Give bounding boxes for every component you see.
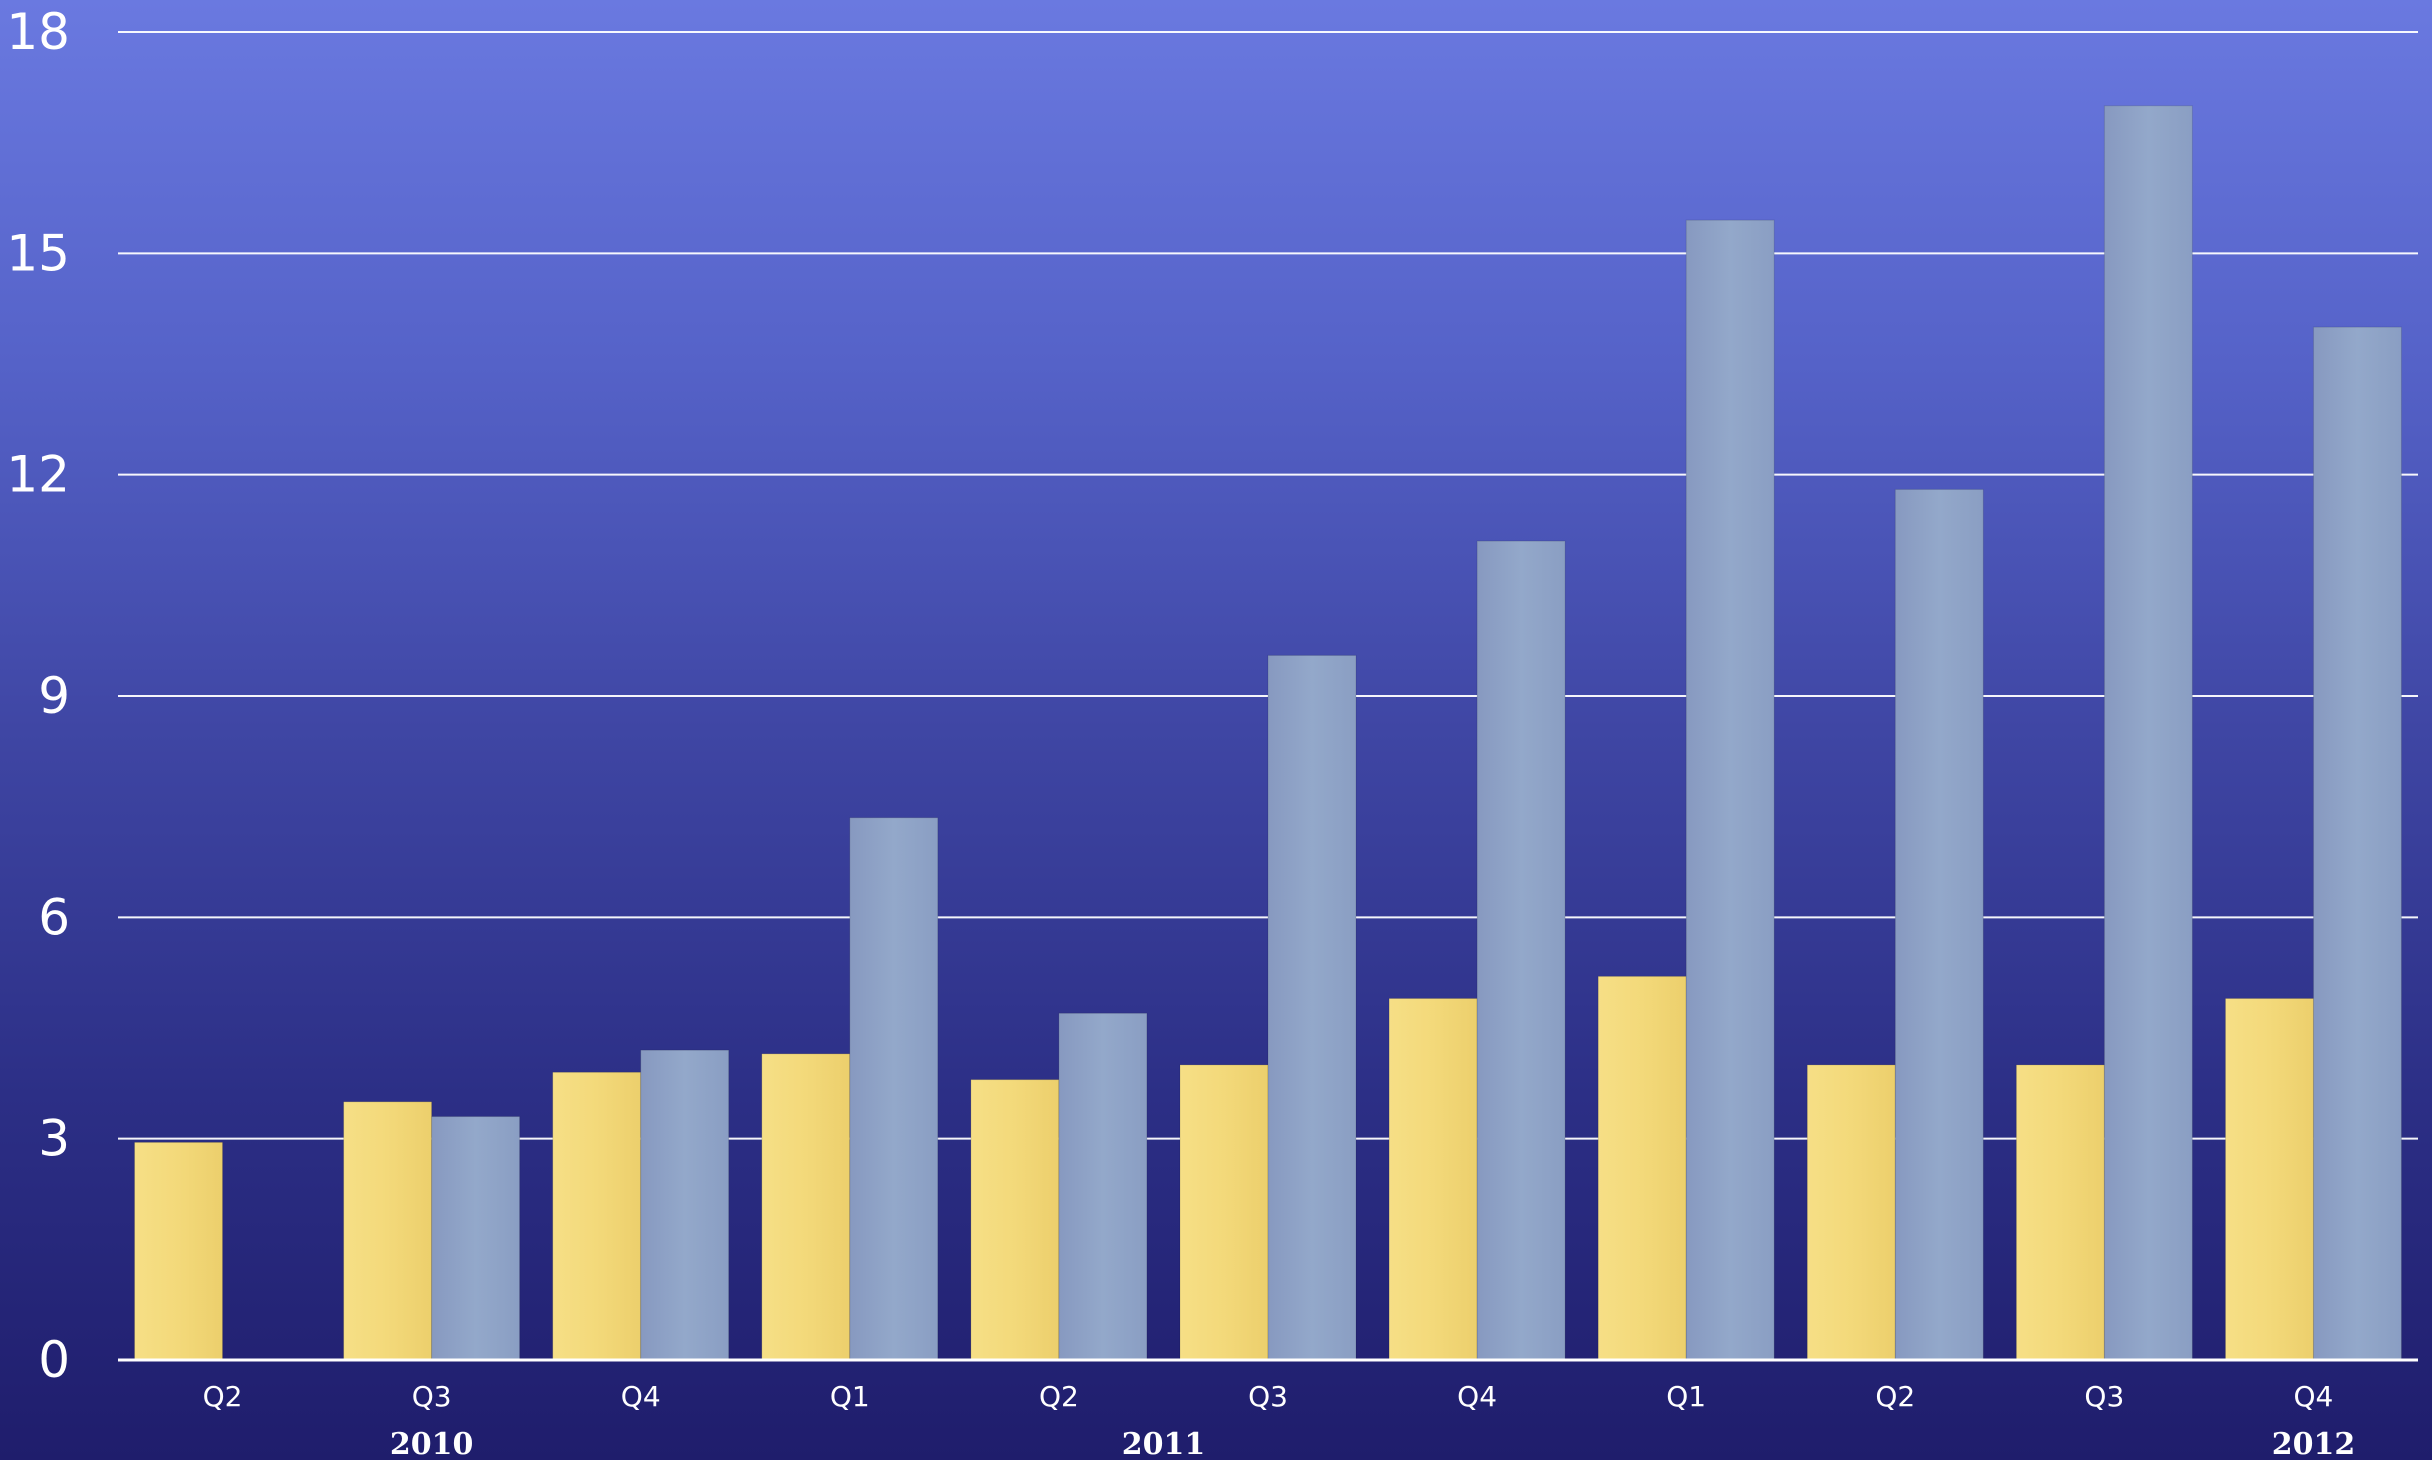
- bar-series-2-9: [1894, 488, 1984, 1361]
- bar-series-1-1: [134, 1141, 224, 1361]
- y-tick-label: 15: [6, 224, 70, 282]
- y-axis-ticks: 0 3 6 9 12 15 18: [6, 3, 70, 1389]
- x-axis-ticks: Q2 Q3 Q4 Q1 Q2 Q3 Q4 Q1 Q2 Q3 Q4: [203, 1380, 2334, 1413]
- x-tick-label: Q4: [1457, 1380, 1497, 1413]
- bars: [134, 105, 2402, 1361]
- x-tick-label: Q2: [203, 1380, 243, 1413]
- bar-series-2-8: [1685, 219, 1775, 1361]
- x-tick-label: Q2: [1875, 1380, 1915, 1413]
- y-tick-label: 0: [38, 1331, 70, 1389]
- y-tick-label: 6: [38, 888, 70, 946]
- x-tick-label: Q4: [621, 1380, 661, 1413]
- year-group-label: 2012: [2272, 1427, 2356, 1460]
- bar-series-1-5: [970, 1079, 1060, 1361]
- x-axis-group-labels: 2010 2011 2012: [390, 1427, 2355, 1460]
- year-group-label: 2011: [1122, 1427, 1206, 1460]
- x-tick-label: Q1: [1666, 1380, 1706, 1413]
- y-tick-label: 3: [38, 1110, 70, 1168]
- x-tick-label: Q2: [1039, 1380, 1079, 1413]
- y-tick-label: 9: [38, 667, 70, 725]
- y-tick-label: 18: [6, 3, 70, 61]
- bar-series-1-4: [761, 1053, 851, 1361]
- bar-series-2-6: [1267, 654, 1357, 1361]
- x-tick-label: Q1: [830, 1380, 870, 1413]
- x-tick-label: Q3: [2084, 1380, 2124, 1413]
- bar-series-1-10: [2015, 1064, 2105, 1361]
- bar-series-1-9: [1806, 1064, 1896, 1361]
- bar-series-2-7: [1476, 540, 1566, 1361]
- bar-series-1-11: [2224, 997, 2314, 1361]
- bar-series-1-3: [552, 1071, 642, 1361]
- x-tick-label: Q3: [1248, 1380, 1288, 1413]
- year-group-label: 2010: [390, 1427, 474, 1460]
- y-tick-label: 12: [6, 446, 70, 504]
- bar-series-1-8: [1597, 975, 1687, 1361]
- x-tick-label: Q4: [2294, 1380, 2334, 1413]
- x-tick-label: Q3: [412, 1380, 452, 1413]
- bar-series-1-2: [343, 1101, 433, 1361]
- bar-series-2-4: [849, 817, 939, 1361]
- bar-series-1-7: [1388, 997, 1478, 1361]
- bar-series-2-2: [431, 1116, 521, 1361]
- bar-series-2-10: [2103, 105, 2193, 1361]
- bar-series-2-3: [640, 1049, 730, 1361]
- bar-series-2-11: [2312, 326, 2402, 1361]
- bar-series-1-6: [1179, 1064, 1269, 1361]
- bar-series-2-5: [1058, 1012, 1148, 1361]
